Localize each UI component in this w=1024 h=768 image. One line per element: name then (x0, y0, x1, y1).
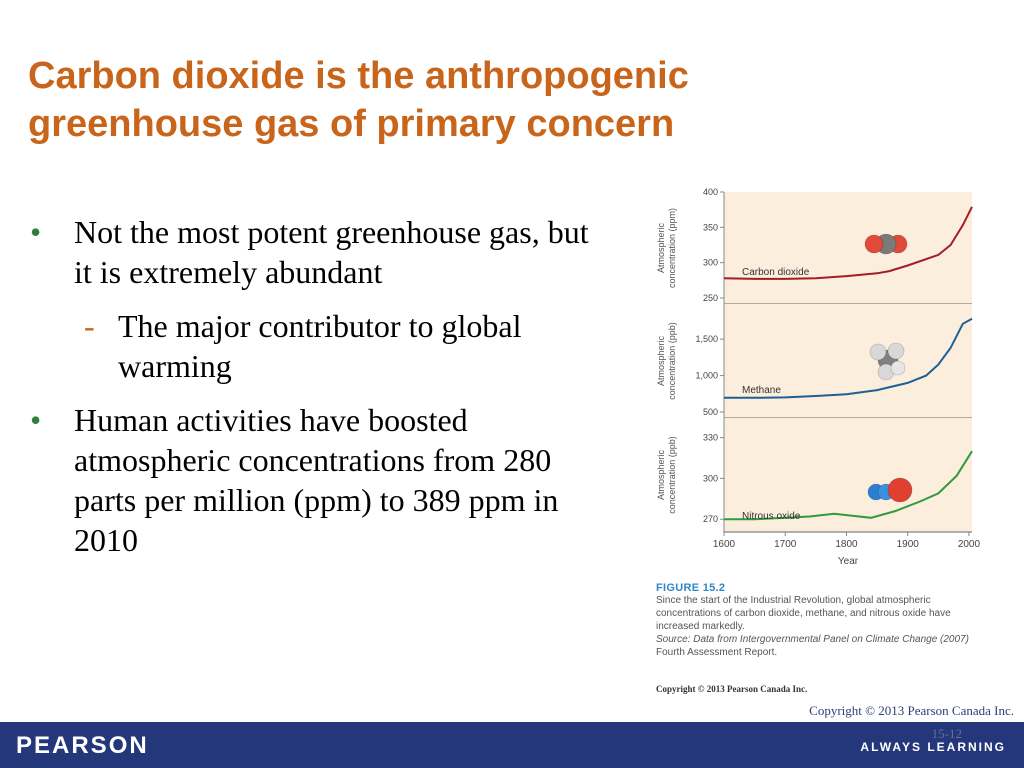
y-axis-label: concentration (ppm) (667, 208, 677, 288)
series-line (724, 450, 973, 521)
methane-molecule-icon (890, 360, 906, 376)
n2o-molecule-icon (887, 477, 913, 503)
y-axis-label: Atmospheric (656, 449, 666, 500)
x-tick-label: 2000 (958, 539, 981, 550)
series-label: Nitrous oxide (742, 511, 801, 522)
bullet-text: Not the most potent greenhouse gas, but … (74, 214, 589, 290)
series-line (724, 317, 973, 399)
y-tick-label: 330 (703, 433, 718, 443)
x-tick-label: 1800 (835, 539, 858, 550)
y-tick-label: 500 (703, 407, 718, 417)
panel-background (724, 418, 972, 532)
x-axis-label: Year (838, 556, 859, 567)
footer-bar: 15-12 PEARSON ALWAYS LEARNING (0, 722, 1024, 768)
y-axis-label: concentration (ppb) (667, 322, 677, 400)
bullet-text: Human activities have boosted atmospheri… (74, 402, 559, 558)
y-tick-label: 350 (703, 222, 718, 232)
bullet-item: • Human activities have boosted atmosphe… (30, 400, 610, 560)
y-tick-label: 1,500 (695, 334, 718, 344)
y-axis-label: Atmospheric (656, 222, 666, 273)
series-label: Methane (742, 385, 781, 396)
y-tick-label: 250 (703, 293, 718, 303)
x-tick-label: 1700 (774, 539, 797, 550)
figure-caption: FIGURE 15.2 Since the start of the Indus… (656, 582, 976, 659)
co2-molecule-icon (864, 234, 884, 254)
figure-caption-text: Since the start of the Industrial Revolu… (656, 595, 951, 632)
bullet-item: • Not the most potent greenhouse gas, bu… (30, 212, 610, 292)
y-tick-label: 400 (703, 187, 718, 197)
methane-molecule-icon (887, 342, 905, 360)
methane-molecule-icon (869, 343, 887, 361)
y-tick-label: 270 (703, 514, 718, 524)
sub-bullet-marker: - (84, 308, 95, 344)
x-tick-label: 1600 (713, 539, 736, 550)
figure-copyright: Copyright © 2013 Pearson Canada Inc. (656, 684, 808, 694)
x-tick-label: 1900 (897, 539, 920, 550)
bullet-marker: • (30, 402, 42, 438)
y-axis-label: Atmospheric (656, 335, 666, 386)
figure-label: FIGURE 15.2 (656, 582, 726, 594)
slide-title: Carbon dioxide is the anthropogenic gree… (28, 55, 689, 145)
series-line (723, 206, 973, 280)
panel-background (724, 192, 972, 304)
figure-source-tail: Fourth Assessment Report. (656, 647, 778, 658)
y-tick-label: 300 (703, 258, 718, 268)
figure-source: Source: Data from Intergovernmental Pane… (656, 634, 969, 645)
sub-bullet-text: The major contributor to global warming (118, 308, 522, 384)
footer-tagline: ALWAYS LEARNING (860, 740, 1006, 754)
y-axis-label: concentration (ppb) (667, 436, 677, 514)
sub-bullet-item: - The major contributor to global warmin… (84, 306, 610, 386)
slide-copyright: Copyright © 2013 Pearson Canada Inc. (809, 703, 1014, 718)
pearson-logo: PEARSON (16, 732, 149, 759)
series-label: Carbon dioxide (742, 267, 810, 278)
y-tick-label: 300 (703, 473, 718, 483)
y-tick-label: 1,000 (695, 371, 718, 381)
bullet-marker: • (30, 214, 42, 250)
bullet-list: • Not the most potent greenhouse gas, bu… (30, 212, 610, 574)
page-number: 15-12 (931, 726, 962, 741)
panel-background (724, 304, 972, 418)
